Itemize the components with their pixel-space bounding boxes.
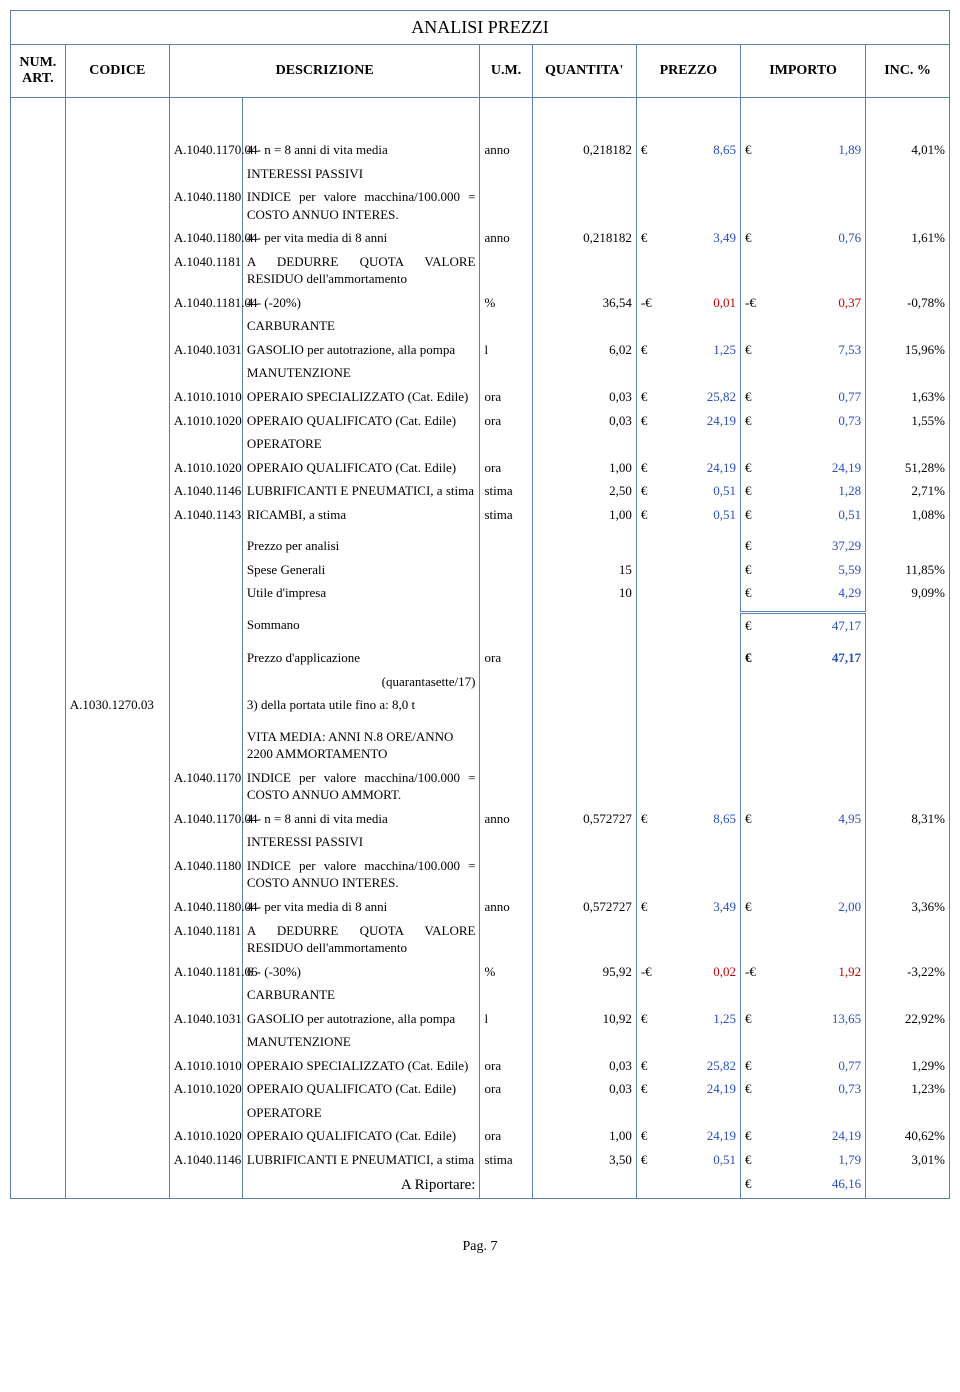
table-row: A.1010.1020OPERAIO QUALIFICATO (Cat. Edi… [11,409,949,433]
hdr-num: NUM. ART. [11,45,65,97]
table-row: A.1040.1180INDICE per valore macchina/10… [11,854,949,895]
hdr-desc: DESCRIZIONE [169,45,480,97]
table-row: A.1040.1180.044 - per vita media di 8 an… [11,895,949,919]
table-row: CARBURANTE [11,314,949,338]
table-row: (quarantasette/17) [11,670,949,694]
table-row: MANUTENZIONE [11,1030,949,1054]
table-row: CARBURANTE [11,983,949,1007]
table-row: Utile d'impresa10€4,299,09% [11,581,949,605]
table-row: A.1040.1170.044 - n = 8 anni di vita med… [11,138,949,162]
table-row: A.1010.1020OPERAIO QUALIFICATO (Cat. Edi… [11,456,949,480]
table-row [11,717,949,725]
table-row: Prezzo per analisi€37,29 [11,534,949,558]
hdr-qty: QUANTITA' [532,45,636,97]
hdr-prz: PREZZO [636,45,740,97]
table-row: INTERESSI PASSIVI [11,162,949,186]
table-row: VITA MEDIA: ANNI N.8 ORE/ANNO 2200 AMMOR… [11,725,949,766]
table-row: A.1040.1181.066 - (-30%)%95,92-€0,02-€1,… [11,960,949,984]
table-row: A.1040.1181A DEDURRE QUOTA VALORE RESIDU… [11,250,949,291]
table-row: A.1010.1010OPERAIO SPECIALIZZATO (Cat. E… [11,1054,949,1078]
table-row: A.1010.1020OPERAIO QUALIFICATO (Cat. Edi… [11,1077,949,1101]
table-row: A.1030.1270.033) della portata utile fin… [11,693,949,717]
table-row: A.1040.1170.044 - n = 8 anni di vita med… [11,807,949,831]
table-row: Sommano€47,17 [11,613,949,638]
hdr-imp: IMPORTO [741,45,866,97]
table-row: A.1010.1010OPERAIO SPECIALIZZATO (Cat. E… [11,385,949,409]
page-footer: Pag. 7 [10,1239,950,1255]
table-row: MANUTENZIONE [11,361,949,385]
table-row: A.1010.1020OPERAIO QUALIFICATO (Cat. Edi… [11,1124,949,1148]
hdr-um: U.M. [480,45,532,97]
table-row [11,98,949,138]
table-row: OPERATORE [11,1101,949,1125]
table-row [11,638,949,646]
header-row: NUM. ART. CODICE DESCRIZIONE U.M. QUANTI… [11,45,949,97]
table-body: A.1040.1170.044 - n = 8 anni di vita med… [11,98,949,1198]
table-row [11,605,949,613]
table-row: A.1040.1031GASOLIO per autotrazione, all… [11,1007,949,1031]
table-row: Prezzo d'applicazioneora€47,17 [11,646,949,670]
table-row: A.1040.1181.044 - (-20%)%36,54-€0,01-€0,… [11,291,949,315]
hdr-inc: INC. % [866,45,949,97]
table-row: A.1040.1146LUBRIFICANTI E PNEUMATICI, a … [11,1148,949,1172]
table-row [11,526,949,534]
table-row: A.1040.1146LUBRIFICANTI E PNEUMATICI, a … [11,479,949,503]
table-row: A.1040.1181A DEDURRE QUOTA VALORE RESIDU… [11,919,949,960]
table-row: Spese Generali15€5,5911,85% [11,558,949,582]
table-row: INTERESSI PASSIVI [11,830,949,854]
hdr-cod: CODICE [65,45,169,97]
table-title: ANALISI PREZZI [11,11,949,45]
table-row: A.1040.1180.044 - per vita media di 8 an… [11,226,949,250]
table-row: A Riportare:€46,16 [11,1172,949,1198]
table-row: OPERATORE [11,432,949,456]
table-row: A.1040.1031GASOLIO per autotrazione, all… [11,338,949,362]
table-row: A.1040.1143RICAMBI, a stimastima1,00€0,5… [11,503,949,527]
table-row: A.1040.1170INDICE per valore macchina/10… [11,766,949,807]
price-analysis-table: ANALISI PREZZI NUM. ART. CODICE DESCRIZI… [10,10,950,1199]
table-row: A.1040.1180INDICE per valore macchina/10… [11,185,949,226]
